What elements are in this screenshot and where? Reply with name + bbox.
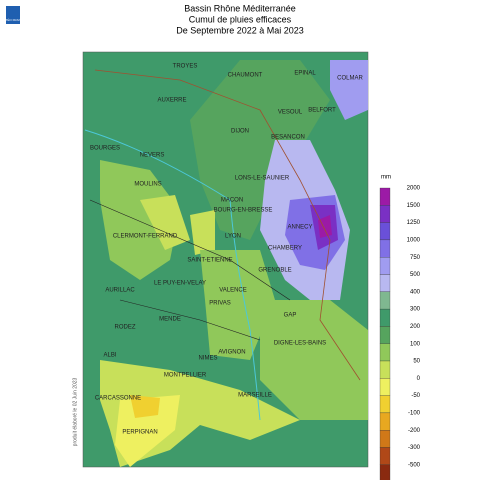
city-label: GRENOBLE: [258, 268, 291, 274]
legend-swatch: [379, 464, 391, 483]
city-label: BOURGES: [90, 146, 120, 152]
legend-swatch: [379, 239, 391, 258]
legend-label: 50: [413, 359, 420, 365]
city-label: AUXERRE: [157, 98, 186, 104]
legend-label: 400: [410, 289, 421, 295]
legend-swatch: [379, 291, 391, 310]
legend-label: 1000: [407, 237, 421, 243]
legend-label: 2000: [407, 186, 421, 192]
city-label: LONS-LE-SAUNIER: [235, 176, 290, 182]
zone: [330, 60, 368, 120]
legend-swatch: [379, 360, 391, 379]
zone: [190, 210, 215, 255]
legend-label: 500: [410, 272, 421, 278]
legend-label: 750: [410, 255, 421, 261]
legend-swatch: [379, 222, 391, 241]
city-label: CARCASSONNE: [95, 396, 141, 402]
legend-label: 100: [410, 341, 421, 347]
legend-unit: mm: [381, 175, 391, 181]
city-label: DIJON: [231, 129, 249, 135]
legend-label: -300: [408, 445, 421, 451]
city-label: ANNECY: [287, 225, 312, 231]
legend-label: -50: [411, 393, 420, 399]
city-label: GAP: [284, 313, 297, 319]
city-label: EPINAL: [294, 71, 316, 77]
legend-swatch: [379, 447, 391, 465]
legend-label: 1500: [407, 203, 421, 209]
city-label: CHAMBERY: [268, 246, 302, 252]
logo: [6, 6, 20, 24]
zone: [130, 395, 160, 418]
border: [89, 199, 291, 341]
legend-swatch: [379, 430, 391, 448]
city-label: BOURG-EN-BRESSE: [214, 208, 273, 214]
city-label: ALBI: [103, 353, 116, 359]
zone: [100, 160, 180, 280]
city-label: RODEZ: [115, 325, 136, 331]
legend-swatch: [379, 308, 391, 327]
title: De Septembre 2022 à Mai 2023: [176, 25, 304, 35]
legend-label: 0: [417, 376, 421, 382]
map: TROYES CHAUMONT EPINAL COLMAR AUXERRE VESOUL B…: [82, 51, 369, 468]
city-label: NEVERS: [140, 153, 165, 159]
border: [94, 69, 361, 381]
legend-swatch: [379, 257, 391, 275]
city-label: PERPIGNAN: [122, 430, 157, 436]
legend-label: -500: [408, 462, 421, 468]
city-label: MONTPELLIER: [164, 373, 207, 379]
city-label: AURILLAC: [105, 288, 135, 294]
legend-label: -100: [408, 410, 421, 416]
river: [84, 129, 261, 421]
credit: produit élaboré le 02 Juin 2023: [72, 377, 78, 446]
legend-swatch: [379, 205, 391, 223]
legend-swatch: [379, 343, 391, 362]
zone: [260, 300, 368, 420]
legend: 2000150012501000750500400300200100500-50…: [379, 186, 421, 483]
legend-swatch: [379, 412, 391, 431]
legend-label: -200: [408, 428, 421, 434]
legend-label: 200: [410, 324, 421, 330]
city-label: COLMAR: [337, 76, 363, 82]
logo-text: MÉTÉO FRANCE: [1, 17, 25, 22]
city-label: LE PUY-EN-VELAY: [154, 281, 206, 287]
city-label: TROYES: [173, 64, 198, 70]
zone: [190, 60, 330, 240]
city-label: MACON: [221, 198, 243, 204]
legend-swatch: [379, 187, 391, 206]
city-label: NIMES: [198, 356, 217, 362]
legend-swatch: [379, 395, 391, 414]
city-label: LYON: [225, 234, 241, 240]
city-label: CLERMONT-FERRAND: [113, 234, 178, 240]
city-label: SAINT-ETIENNE: [187, 258, 232, 264]
legend-swatch: [379, 326, 391, 344]
city-label: MOULINS: [134, 182, 161, 188]
legend-swatch: [379, 274, 391, 292]
city-label: AVIGNON: [218, 350, 245, 356]
zone: [115, 395, 180, 467]
city-label: MENDE: [159, 317, 181, 323]
city-label: DIGNE-LES-BAINS: [274, 341, 326, 347]
legend-label: 300: [410, 307, 421, 313]
zone: [140, 195, 190, 250]
city-label: BELFORT: [308, 108, 336, 114]
city-label: VESOUL: [278, 110, 303, 116]
city-label: BESANCON: [271, 135, 305, 141]
city-label: MARSEILLE: [238, 393, 272, 399]
legend-label: 1250: [407, 220, 421, 226]
city-label: PRIVAS: [209, 301, 231, 307]
zone: [318, 215, 332, 238]
title: Bassin Rhône Méditerranée: [184, 3, 296, 13]
city-label: CHAUMONT: [228, 73, 263, 79]
title: Cumul de pluies efficaces: [189, 14, 292, 24]
legend-swatch: [379, 378, 391, 396]
city-label: VALENCE: [219, 288, 247, 294]
